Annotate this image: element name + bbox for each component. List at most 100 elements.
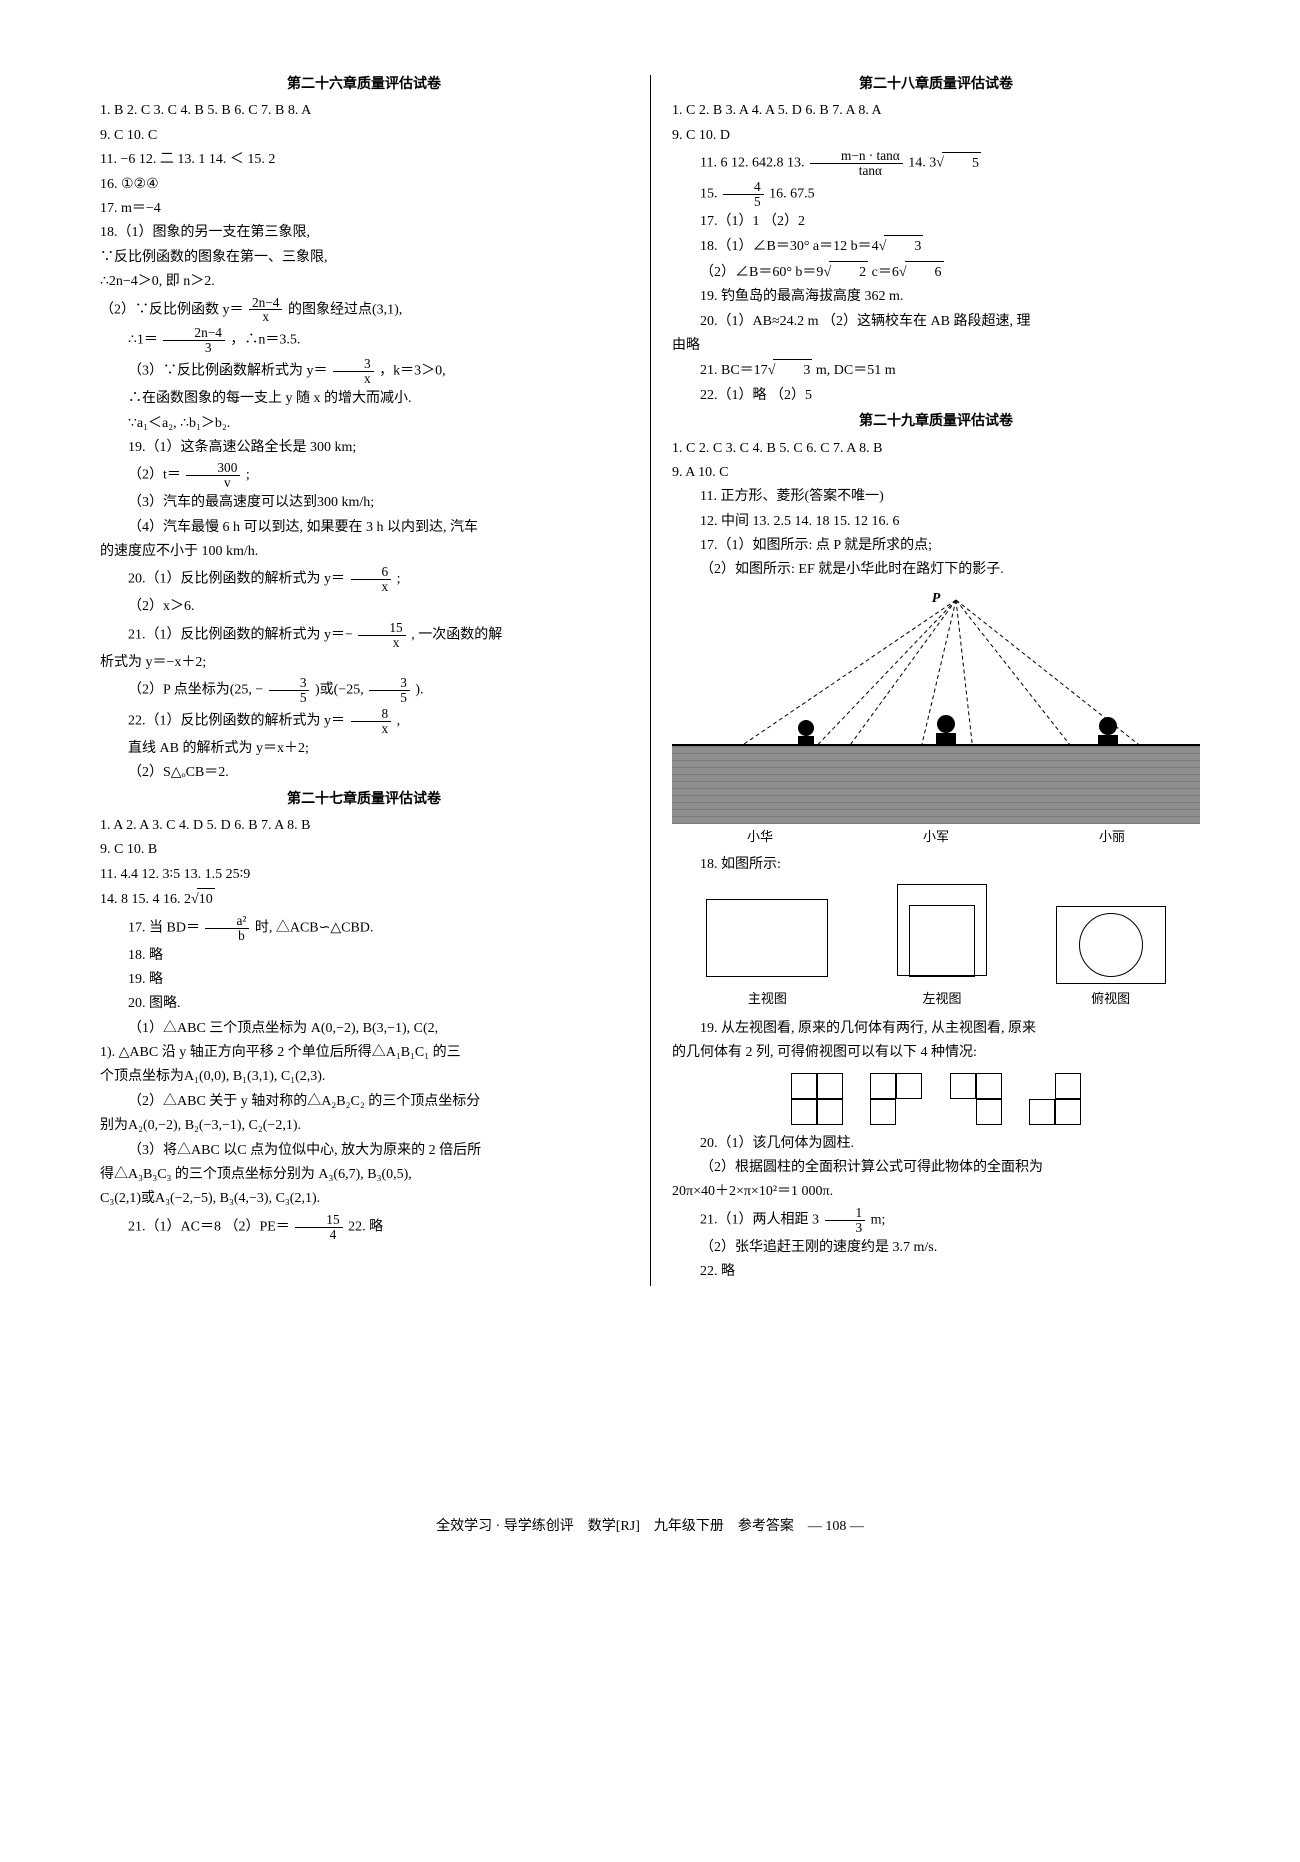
text-line: 1. C 2. B 3. A 4. A 5. D 6. B 7. A 8. A	[672, 100, 1200, 122]
text: （3）∵反比例函数解析式为 y＝	[128, 364, 328, 379]
denominator: 5	[723, 195, 764, 209]
text-line: 17. m＝−4	[100, 198, 628, 220]
fraction: 35	[367, 676, 412, 705]
ground-plane	[672, 744, 1200, 824]
view-top: 俯视图	[1056, 906, 1166, 1010]
text-line: 17.（1）如图所示: 点 P 就是所求的点;	[672, 535, 1200, 557]
denominator: x	[358, 636, 405, 650]
view-left: 左视图	[897, 884, 987, 1010]
numerator: 15	[358, 621, 405, 636]
numerator: a²	[205, 914, 249, 929]
text-line: 21. BC＝17√3 m, DC＝51 m	[672, 359, 1200, 382]
text-line: 1. A 2. A 3. C 4. D 5. D 6. B 7. A 8. B	[100, 815, 628, 837]
text-line: 11. 4.4 12. 3∶5 13. 1.5 25∶9	[100, 864, 628, 886]
text: , 一次函数的解	[411, 627, 502, 642]
numerator: 300	[186, 461, 240, 476]
text-line: 的几何体有 2 列, 可得俯视图可以有以下 4 种情况:	[672, 1042, 1200, 1064]
text: 21.（1）反比例函数的解析式为 y＝−	[128, 627, 353, 642]
text-line: （2）S△ₒCB＝2.	[100, 762, 628, 784]
text-line: ∴2n−4＞0, 即 n＞2.	[100, 271, 628, 293]
text: 22. 略	[348, 1220, 383, 1235]
numerator: 1	[825, 1206, 866, 1221]
text-line: 11. −6 12. 二 13. 1 14. ＜ 15. 2	[100, 149, 628, 171]
text-line: 11. 6 12. 642.8 13. m−n · tanαtanα 14. 3…	[672, 149, 1200, 178]
text-line: （2）∵反比例函数 y＝ 2n−4x 的图象经过点(3,1),	[100, 296, 628, 325]
view-label: 左视图	[897, 989, 987, 1010]
denominator: x	[351, 580, 392, 594]
text-line: 1. C 2. C 3. C 4. B 5. C 6. C 7. A 8. B	[672, 438, 1200, 460]
denominator: 3	[163, 341, 224, 355]
text-line: 19. 从左视图看, 原来的几何体有两行, 从主视图看, 原来	[672, 1018, 1200, 1040]
text-line: ∵a₁＜a₂, ∴b₁＞b₂.	[100, 413, 628, 435]
text-line: 17. 当 BD＝ a²b 时, △ACB∽△CBD.	[100, 914, 628, 943]
text: ，k＝3＞0,	[379, 364, 446, 379]
text: 的图象经过点(3,1),	[288, 302, 402, 317]
text-line: （1）△ABC 三个顶点坐标为 A(0,−2), B(3,−1), C(2,	[100, 1018, 628, 1040]
chapter-27-title: 第二十七章质量评估试卷	[100, 789, 628, 811]
text-line: （2）t＝ 300v ;	[100, 461, 628, 490]
text: 15.	[700, 187, 721, 202]
fraction: 2n−4x	[247, 296, 284, 325]
text: ∴1＝	[128, 333, 158, 348]
text-line: 19.（1）这条高速公路全长是 300 km;	[100, 437, 628, 459]
fraction: m−n · tanαtanα	[808, 149, 905, 178]
text: m, DC＝51 m	[816, 363, 896, 378]
option-3	[950, 1073, 1002, 1125]
text-line: 20.（1）反比例函数的解析式为 y＝ 6x ;	[100, 565, 628, 594]
denominator: tanα	[810, 164, 903, 178]
chapter-26-title: 第二十六章质量评估试卷	[100, 74, 628, 96]
numerator: 2n−4	[249, 296, 282, 311]
text: m;	[871, 1213, 886, 1228]
text: （2）∵反比例函数 y＝	[100, 302, 244, 317]
text-line: ∴在函数图象的每一支上 y 随 x 的增大而减小.	[100, 388, 628, 410]
chapter-29-title: 第二十九章质量评估试卷	[672, 411, 1200, 433]
text-line: 22.（1）反比例函数的解析式为 y＝ 8x ,	[100, 707, 628, 736]
label-P: P	[932, 588, 941, 610]
denominator: 4	[295, 1228, 342, 1242]
left-inner-rect	[909, 905, 975, 977]
denominator: 5	[369, 691, 410, 705]
text: 11. 6 12. 642.8 13.	[700, 156, 808, 171]
text-line: 11. 正方形、菱形(答案不唯一)	[672, 486, 1200, 508]
denominator: 5	[269, 691, 310, 705]
fraction: 3x	[331, 357, 376, 386]
text: 14. 8 15. 4 16. 2	[100, 892, 191, 907]
text: )或(−25,	[315, 683, 367, 698]
text-line: （3）将△ABC 以C 点为位似中心, 放大为原来的 2 倍后所	[100, 1140, 628, 1162]
text-line: 析式为 y＝−x＋2;	[100, 652, 628, 674]
text-line: （2）张华追赶王刚的速度约是 3.7 m/s.	[672, 1237, 1200, 1259]
top-rect	[1056, 906, 1166, 984]
view-label: 俯视图	[1056, 989, 1166, 1010]
denominator: b	[205, 929, 249, 943]
name-labels: 小华 小军 小丽	[672, 827, 1200, 848]
text: ,	[397, 714, 401, 729]
footer-text: 全效学习 · 导学练创评 数学[RJ] 九年级下册 参考答案 — 108 —	[436, 1519, 864, 1534]
text-line: 18.（1）∠B＝30° a＝12 b＝4√3	[672, 235, 1200, 258]
fraction: 6x	[349, 565, 394, 594]
text-line: 20.（1）该几何体为圆柱.	[672, 1133, 1200, 1155]
option-1	[791, 1073, 843, 1125]
text-line: 9. C 10. C	[100, 125, 628, 147]
radicand: 5	[942, 152, 981, 175]
front-rect	[706, 899, 828, 977]
page: 第二十六章质量评估试卷 1. B 2. C 3. C 4. B 5. B 6. …	[0, 0, 1300, 1578]
text: 21. BC＝17	[700, 363, 768, 378]
numerator: 3	[269, 676, 310, 691]
text: 21.（1）两人相距 3	[700, 1213, 819, 1228]
text-line: 22.（1）略 （2）5	[672, 385, 1200, 407]
text-line: 18. 如图所示:	[672, 854, 1200, 876]
denominator: x	[351, 722, 392, 736]
text-line: 16. ①②④	[100, 174, 628, 196]
chapter-28-title: 第二十八章质量评估试卷	[672, 74, 1200, 96]
numerator: m−n · tanα	[810, 149, 903, 164]
text-line: C₃(2,1)或A₃(−2,−5), B₃(4,−3), C₃(2,1).	[100, 1188, 628, 1210]
fraction: 15x	[356, 621, 407, 650]
left-column: 第二十六章质量评估试卷 1. B 2. C 3. C 4. B 5. B 6. …	[100, 70, 628, 1286]
fraction: 45	[721, 180, 766, 209]
left-outer-rect	[897, 884, 987, 976]
text-line: 17.（1）1 （2）2	[672, 211, 1200, 233]
text-line: 由略	[672, 335, 1200, 357]
text: 时, △ACB∽△CBD.	[255, 920, 374, 935]
text-line: 直线 AB 的解析式为 y＝x＋2;	[100, 738, 628, 760]
text-line: （2）如图所示: EF 就是小华此时在路灯下的影子.	[672, 559, 1200, 581]
